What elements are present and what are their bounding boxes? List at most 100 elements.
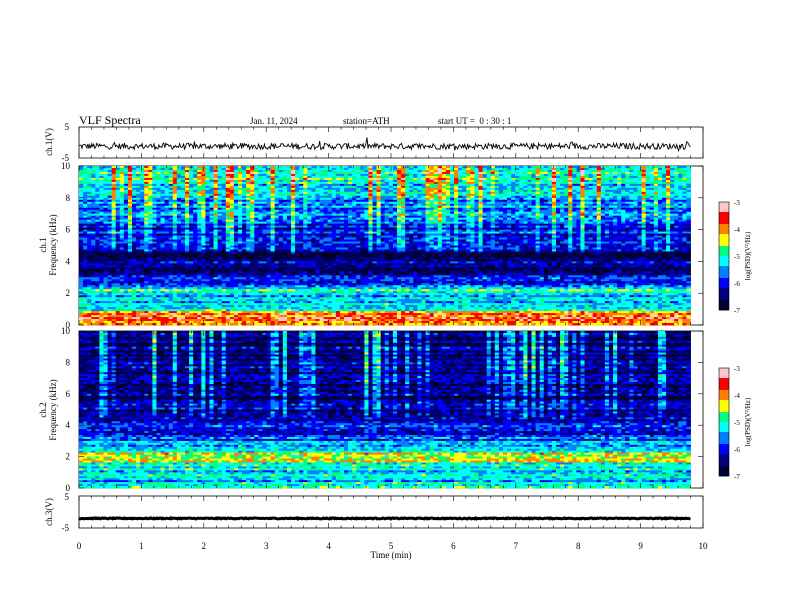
heatmap-cell — [140, 169, 145, 173]
heatmap-cell — [315, 185, 320, 189]
heatmap-cell — [555, 185, 561, 189]
heatmap-cell — [429, 193, 435, 197]
heatmap-cell — [482, 166, 488, 169]
heatmap-cell — [360, 189, 365, 193]
heatmap-cell — [629, 195, 634, 199]
heatmap-cell — [433, 173, 439, 177]
heatmap-cell — [502, 185, 508, 189]
heatmap-cell — [319, 179, 325, 183]
heatmap-cell — [217, 185, 223, 189]
heatmap-cell — [242, 195, 247, 199]
heatmap-cell — [185, 166, 190, 169]
heatmap-cell — [462, 173, 467, 177]
heatmap-cell — [421, 195, 426, 199]
heatmap-cell — [433, 179, 439, 183]
heatmap-cell — [193, 171, 198, 175]
heatmap-cell — [99, 171, 104, 175]
heatmap-cell — [629, 193, 634, 197]
heatmap-cell — [625, 166, 630, 169]
heatmap-cell — [417, 191, 422, 195]
heatmap-cell — [392, 175, 398, 179]
heatmap-cell — [295, 183, 300, 187]
heatmap-cell — [172, 185, 178, 189]
heatmap-cell — [670, 167, 675, 171]
heatmap-cell — [229, 171, 235, 175]
heatmap-cell — [250, 181, 255, 185]
heatmap-cell — [425, 203, 431, 207]
heatmap-cell — [653, 167, 659, 171]
heatmap-cell — [319, 175, 325, 179]
heatmap-cell — [242, 203, 247, 207]
heatmap-cell — [270, 203, 276, 207]
heatmap-cell — [625, 195, 630, 199]
heatmap-cell — [417, 201, 422, 205]
heatmap-cell — [205, 175, 210, 179]
heatmap-cell — [193, 195, 198, 199]
heatmap-cell — [254, 177, 259, 181]
heatmap-cell — [352, 173, 357, 177]
heatmap-cell — [319, 173, 325, 177]
heatmap-cell — [596, 171, 602, 175]
heatmap-cell — [413, 181, 418, 185]
heatmap-cell — [250, 175, 255, 179]
heatmap-cell — [482, 201, 488, 205]
heatmap-cell — [331, 173, 337, 177]
heatmap-cell — [596, 175, 602, 179]
heatmap-cell — [95, 175, 100, 179]
heatmap-cell — [356, 179, 361, 183]
heatmap-cell — [417, 199, 422, 203]
heatmap-cell — [87, 203, 92, 207]
heatmap-cell — [213, 191, 219, 195]
heatmap-cell — [201, 171, 206, 175]
heatmap-cell — [425, 199, 431, 203]
heatmap-cell — [343, 185, 349, 189]
heatmap-cell — [494, 166, 500, 169]
heatmap-cell — [617, 193, 622, 197]
heatmap-cell — [629, 167, 634, 171]
heatmap-cell — [523, 181, 528, 185]
heatmap-cell — [490, 179, 496, 183]
heatmap-cell — [127, 193, 133, 197]
heatmap-cell — [331, 181, 337, 185]
heatmap-cell — [608, 187, 614, 191]
heatmap-cell — [649, 173, 655, 177]
heatmap-cell — [478, 181, 484, 185]
heatmap-cell — [303, 166, 308, 169]
heatmap-cell — [258, 199, 263, 203]
heatmap-cell — [568, 166, 573, 169]
heatmap-cell — [490, 183, 496, 187]
heatmap-cell — [172, 173, 178, 177]
heatmap-cell — [388, 189, 394, 193]
heatmap-cell — [421, 191, 426, 195]
heatmap-cell — [441, 199, 447, 203]
heatmap-cell — [323, 185, 329, 189]
heatmap-cell — [364, 195, 369, 199]
heatmap-cell — [221, 183, 227, 187]
heatmap-cell — [160, 193, 166, 197]
heatmap-cell — [127, 167, 133, 171]
heatmap-cell — [396, 183, 402, 187]
heatmap-cell — [303, 175, 308, 179]
heatmap-cell — [286, 181, 292, 185]
heatmap-cell — [343, 169, 349, 173]
heatmap-cell — [221, 191, 227, 195]
heatmap-cell — [527, 175, 532, 179]
heatmap-cell — [168, 181, 174, 185]
heatmap-cell — [535, 173, 541, 177]
heatmap-cell — [213, 169, 219, 173]
heatmap-cell — [592, 175, 598, 179]
heatmap-cell — [376, 189, 382, 193]
heatmap-cell — [466, 166, 471, 169]
heatmap-cell — [274, 167, 280, 171]
heatmap-cell — [437, 179, 443, 183]
heatmap-cell — [502, 195, 508, 199]
heatmap-cell — [454, 189, 459, 193]
heatmap-cell — [515, 199, 520, 203]
heatmap-cell — [409, 183, 414, 187]
heatmap-cell — [278, 166, 284, 169]
heatmap-cell — [209, 197, 214, 201]
heatmap-cell — [613, 171, 618, 175]
heatmap-cell — [572, 191, 577, 195]
heatmap-cell — [449, 201, 455, 205]
heatmap-cell — [303, 203, 308, 207]
